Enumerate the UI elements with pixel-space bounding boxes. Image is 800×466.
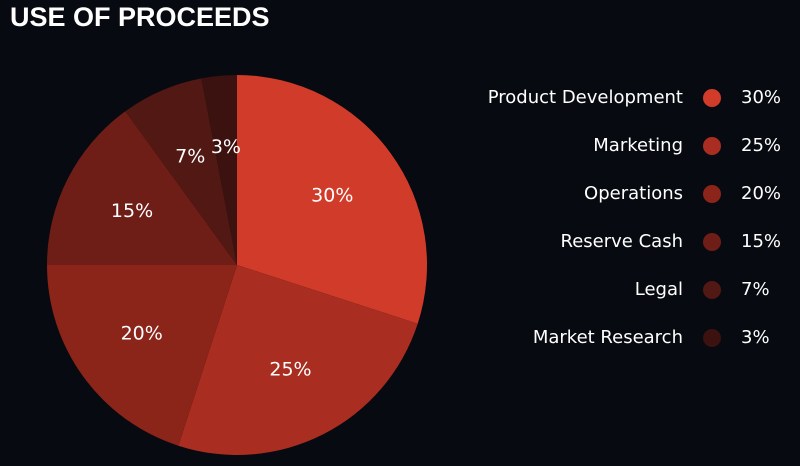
- slice-label: 7%: [175, 145, 205, 167]
- legend-value: 7%: [741, 279, 770, 300]
- pie-slice: [47, 265, 237, 446]
- legend-marker: [703, 281, 721, 299]
- pie-slice: [237, 75, 428, 324]
- legend-value: 15%: [741, 231, 781, 252]
- legend-value: 25%: [741, 135, 781, 156]
- legend-marker: [703, 137, 721, 155]
- slice-label: 20%: [121, 323, 163, 345]
- legend-value: 3%: [741, 327, 770, 348]
- legend-label: Market Research: [533, 327, 683, 348]
- legend-label: Legal: [635, 279, 683, 300]
- slice-label: 15%: [111, 200, 153, 222]
- pie-slice: [47, 111, 237, 265]
- slice-label: 3%: [211, 136, 241, 158]
- pie-slice: [125, 78, 237, 266]
- legend-label: Operations: [584, 183, 683, 204]
- slice-label: 30%: [311, 184, 353, 206]
- legend-label: Product Development: [488, 87, 683, 108]
- legend-marker: [703, 233, 721, 251]
- legend-label: Reserve Cash: [561, 231, 683, 252]
- pie-slice: [201, 75, 237, 265]
- legend-value: 30%: [741, 87, 781, 108]
- legend-label: Marketing: [593, 135, 683, 156]
- legend-marker: [703, 185, 721, 203]
- legend-marker: [703, 329, 721, 347]
- legend-value: 20%: [741, 183, 781, 204]
- pie-slice: [178, 265, 418, 455]
- chart-title: USE OF PROCEEDS: [10, 2, 270, 32]
- legend-marker: [703, 89, 721, 107]
- slice-label: 25%: [269, 358, 311, 380]
